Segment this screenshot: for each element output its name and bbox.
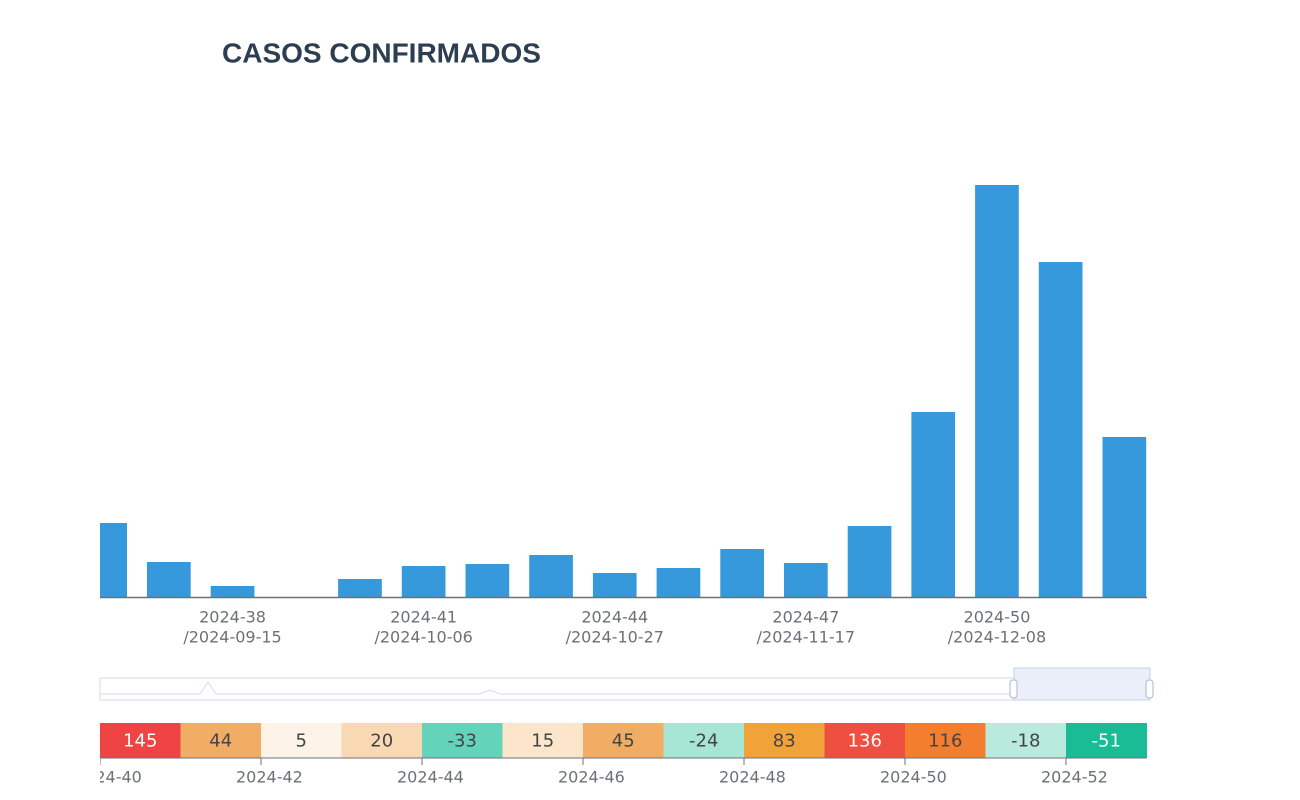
heat-cell (100, 723, 181, 758)
x-tick-label: 2024-47 (772, 608, 839, 627)
zoom-handle[interactable] (1145, 679, 1154, 699)
x-tick-label: 2024-50 (880, 768, 947, 787)
heat-cell (502, 723, 584, 758)
chart-title: CASOS CONFIRMADOS (222, 37, 541, 68)
bar (465, 564, 510, 597)
bar (401, 566, 446, 597)
heat-cell (422, 723, 503, 758)
bar (911, 412, 956, 597)
cell-label: 20 (370, 731, 393, 752)
x-tick-label: 2024-52 (1041, 768, 1108, 787)
bar (338, 579, 382, 597)
heat-cell (985, 723, 1067, 758)
cell-label: 15 (531, 731, 554, 752)
cell-label: 44 (209, 731, 232, 752)
bar (592, 573, 637, 597)
bar (100, 523, 127, 597)
cell-label: 145 (123, 731, 157, 752)
cell-label: 83 (773, 731, 796, 752)
x-tick-label: /2024-09-15 (183, 628, 281, 647)
heat-cell (905, 723, 986, 758)
heatmap: 145 2024-40 44 5 2024-42 20 -33 2024-44 15 45 2024… (75, 723, 1147, 787)
bar (720, 549, 764, 597)
heat-cell (1066, 723, 1147, 758)
x-tick-label: 2024-50 (964, 608, 1031, 627)
bar (1038, 262, 1083, 597)
x-tick-label: 2024-38 (199, 608, 266, 627)
x-tick-label: 2024-46 (558, 768, 625, 787)
bar (656, 568, 701, 597)
bar (529, 555, 573, 597)
x-tick-label: 2024-48 (719, 768, 786, 787)
cell-label: 136 (848, 731, 882, 752)
bar (784, 563, 828, 597)
plot-area (100, 185, 1147, 597)
x-tick-label: 2024-42 (236, 768, 303, 787)
x-tick-label: 2024-44 (581, 608, 648, 627)
cell-label: -51 (1092, 731, 1121, 752)
bar (147, 562, 191, 597)
cell-label: -18 (1011, 731, 1040, 752)
cell-label: 5 (296, 731, 307, 752)
data-zoom[interactable] (99, 667, 1154, 701)
heat-cell (583, 723, 664, 758)
bar (1102, 437, 1147, 597)
x-tick-label: /2024-10-27 (566, 628, 664, 647)
heat-cell (663, 723, 745, 758)
cell-label: -33 (448, 731, 477, 752)
x-tick-label: 2024-40 (75, 768, 142, 787)
heat-cell (341, 723, 423, 758)
bar (847, 526, 892, 597)
zoom-track (99, 677, 1151, 701)
zoom-window[interactable] (1013, 667, 1151, 701)
x-tick-label: /2024-11-17 (757, 628, 855, 647)
x-tick-label: /2024-10-06 (374, 628, 472, 647)
heat-cell (180, 723, 262, 758)
x-tick-label: 2024-41 (390, 608, 457, 627)
heat-cell (261, 723, 342, 758)
heat-cell (824, 723, 906, 758)
heat-cell (744, 723, 825, 758)
x-tick-label: /2024-12-08 (948, 628, 1046, 647)
x-tick-label: 2024-44 (397, 768, 464, 787)
cell-label: 45 (612, 731, 635, 752)
cell-label: -24 (689, 731, 718, 752)
cell-label: 116 (928, 731, 962, 752)
bar (975, 185, 1019, 597)
zoom-preview (100, 681, 1012, 695)
bar (210, 586, 255, 597)
zoom-handle[interactable] (1009, 679, 1018, 699)
